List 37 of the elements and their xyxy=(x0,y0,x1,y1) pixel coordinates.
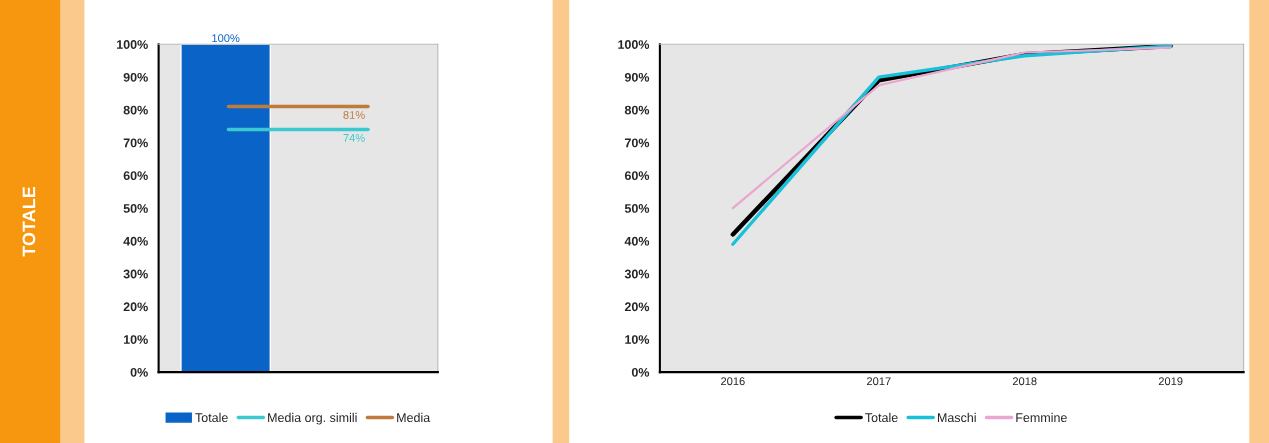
y-tick-label: 30% xyxy=(123,269,148,279)
legend-label: Media xyxy=(397,412,431,423)
y-tick-label: 50% xyxy=(123,204,148,213)
data-label: 100% xyxy=(212,34,240,43)
legend-label: Maschi xyxy=(937,412,976,423)
legend-label: Media org. simili xyxy=(268,412,357,425)
y-tick-label: 70% xyxy=(123,138,148,148)
text: TOTALE xyxy=(22,186,36,257)
legend-label: Totale xyxy=(195,412,228,423)
x-tick-label: 2019 xyxy=(1158,377,1183,386)
y-tick-label: 50% xyxy=(624,204,650,213)
y-tick-label: 10% xyxy=(625,335,650,344)
y-tick-label: 40% xyxy=(624,236,650,246)
y-tick-label: 90% xyxy=(624,72,650,82)
legend-label: Totale xyxy=(865,412,898,423)
y-tick-label: 100% xyxy=(618,40,650,49)
x-tick-label: 2018 xyxy=(1012,377,1037,386)
annotation: 81% xyxy=(343,111,365,119)
y-tick-label: 40% xyxy=(123,236,148,246)
y-tick-label: 0% xyxy=(130,367,148,377)
y-tick-label: 20% xyxy=(624,302,650,312)
y-tick-label: 30% xyxy=(624,269,650,279)
x-tick-label: 2017 xyxy=(866,377,891,386)
y-tick-label: 90% xyxy=(123,72,148,82)
y-tick-label: 0% xyxy=(631,367,650,377)
y-tick-label: 100% xyxy=(117,40,148,49)
y-tick-label: 20% xyxy=(123,302,148,312)
line-series xyxy=(731,46,1172,210)
y-tick-label: 60% xyxy=(624,171,650,181)
x-tick-label: 2016 xyxy=(721,377,745,386)
y-tick-label: 60% xyxy=(123,171,148,181)
annotation: 74% xyxy=(343,134,365,142)
y-tick-label: 80% xyxy=(624,105,650,115)
y-tick-label: 80% xyxy=(123,105,148,115)
y-tick-label: 70% xyxy=(624,138,650,148)
y-tick-label: 10% xyxy=(123,335,148,344)
legend-label: Femmine xyxy=(1016,412,1067,423)
